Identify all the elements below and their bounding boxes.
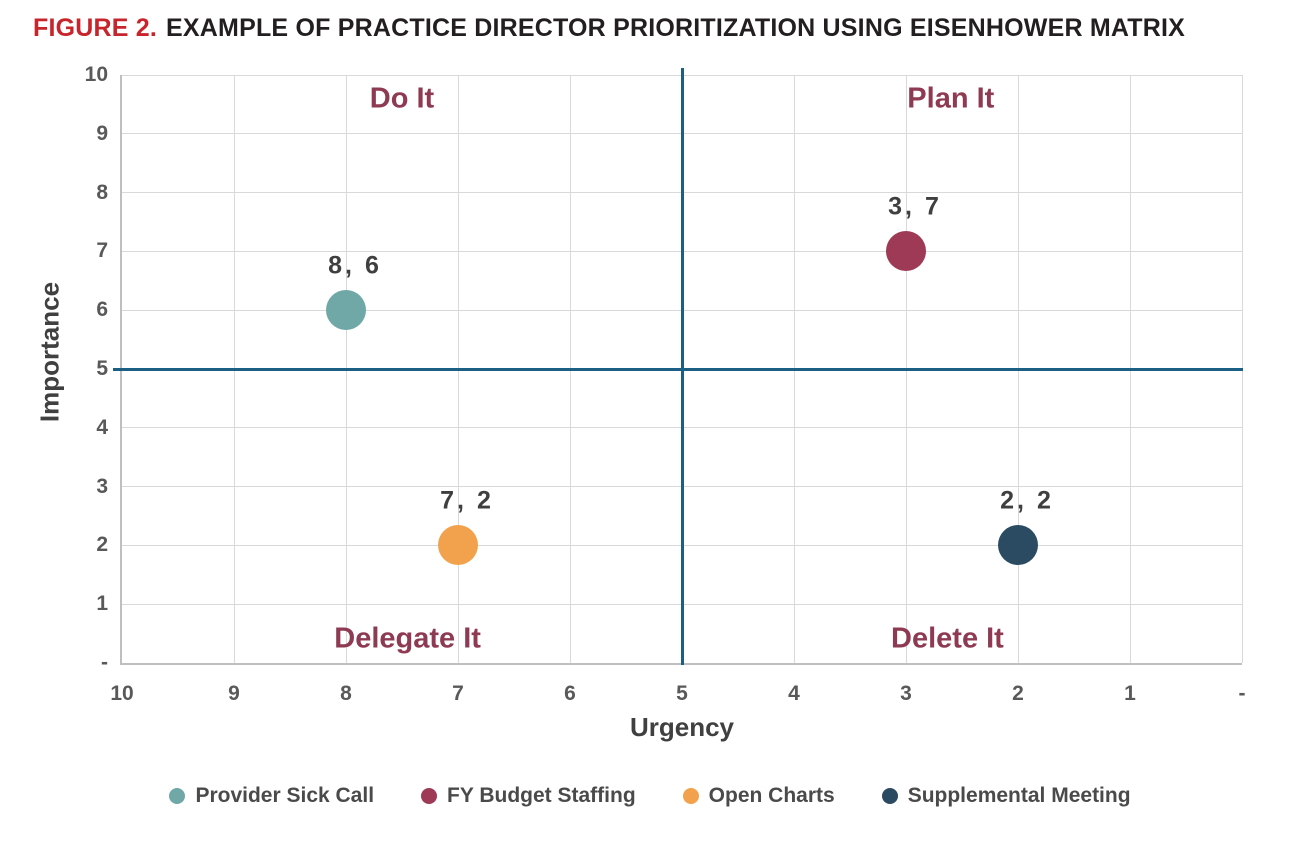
importance-threshold-line (113, 367, 1243, 371)
legend-item-fy-budget-staffing: FY Budget Staffing (421, 784, 636, 808)
data-point-value-label: 3, 7 (888, 192, 942, 221)
y-axis-tick-labels: 10 9 8 7 6 5 4 3 2 1 - (50, 63, 108, 674)
x-tick-label: 6 (564, 682, 576, 705)
x-tick-label: 10 (110, 682, 134, 705)
legend-marker-icon (169, 788, 186, 804)
x-tick-label: 7 (452, 682, 464, 705)
y-tick-label: 7 (96, 239, 108, 263)
x-axis-tick-labels: 10 9 8 7 6 5 4 3 2 1 - (110, 682, 1245, 708)
legend-item-label: Open Charts (708, 784, 835, 807)
y-tick-label: 6 (96, 298, 108, 322)
data-point-value-label: 8, 6 (328, 251, 382, 280)
x-tick-label: 1 (1124, 682, 1136, 705)
legend-marker-icon (682, 788, 699, 804)
urgency-threshold-line (680, 68, 684, 665)
x-axis-title: Urgency (629, 712, 735, 742)
legend-marker-icon (881, 788, 898, 804)
legend-item-label: FY Budget Staffing (447, 784, 636, 807)
y-axis-title: Importance (34, 281, 65, 423)
y-tick-label: 8 (96, 180, 108, 204)
data-point-value-label: 7, 2 (440, 486, 494, 515)
figure-title: FIGURE 2. EXAMPLE OF PRACTICE DIRECTOR PR… (33, 14, 1185, 43)
x-tick-label: 2 (1012, 682, 1024, 705)
quadrant-label-plan-it: Plan It (907, 82, 995, 115)
figure-number-label: FIGURE 2. (33, 14, 158, 42)
quadrant-label-do-it: Do It (369, 82, 435, 115)
y-tick-label: 4 (96, 415, 108, 439)
data-point-fy-budget-staffing (886, 231, 926, 272)
x-tick-label: 9 (228, 682, 240, 705)
data-point-supplemental-meeting (998, 525, 1038, 566)
y-tick-label: 5 (96, 357, 108, 380)
x-tick-label: 3 (900, 682, 912, 705)
x-tick-label: - (1238, 682, 1246, 705)
y-tick-label: 1 (96, 592, 108, 616)
legend-item-provider-sick-call: Provider Sick Call (169, 784, 374, 808)
quadrant-label-delegate-it: Delegate It (334, 622, 481, 655)
figure-title-text: EXAMPLE OF PRACTICE DIRECTOR PRIORITIZAT… (166, 14, 1186, 42)
legend-marker-icon (421, 788, 438, 804)
y-tick-label: 3 (96, 474, 108, 498)
y-tick-label: 9 (96, 121, 108, 145)
legend-item-label: Supplemental Meeting (907, 784, 1131, 807)
chart-legend: Provider Sick Call FY Budget Staffing Open… (0, 784, 1300, 808)
data-point-open-charts (438, 525, 478, 566)
x-tick-label: 4 (788, 682, 800, 705)
x-tick-label: 5 (676, 682, 688, 705)
legend-item-supplemental-meeting: Supplemental Meeting (881, 784, 1131, 808)
y-tick-label: 10 (84, 63, 108, 86)
data-point-value-label: 2, 2 (1000, 486, 1054, 515)
y-tick-label: 2 (96, 533, 108, 557)
x-tick-label: 8 (340, 682, 352, 705)
legend-item-label: Provider Sick Call (195, 784, 375, 807)
legend-item-open-charts: Open Charts (682, 784, 835, 808)
quadrant-label-delete-it: Delete It (891, 622, 1004, 655)
plot-area: Do It Plan It Delegate It Delete It 8, 6 3, 7… (113, 68, 1243, 665)
data-point-provider-sick-call (326, 290, 366, 331)
y-tick-label: - (101, 651, 108, 674)
